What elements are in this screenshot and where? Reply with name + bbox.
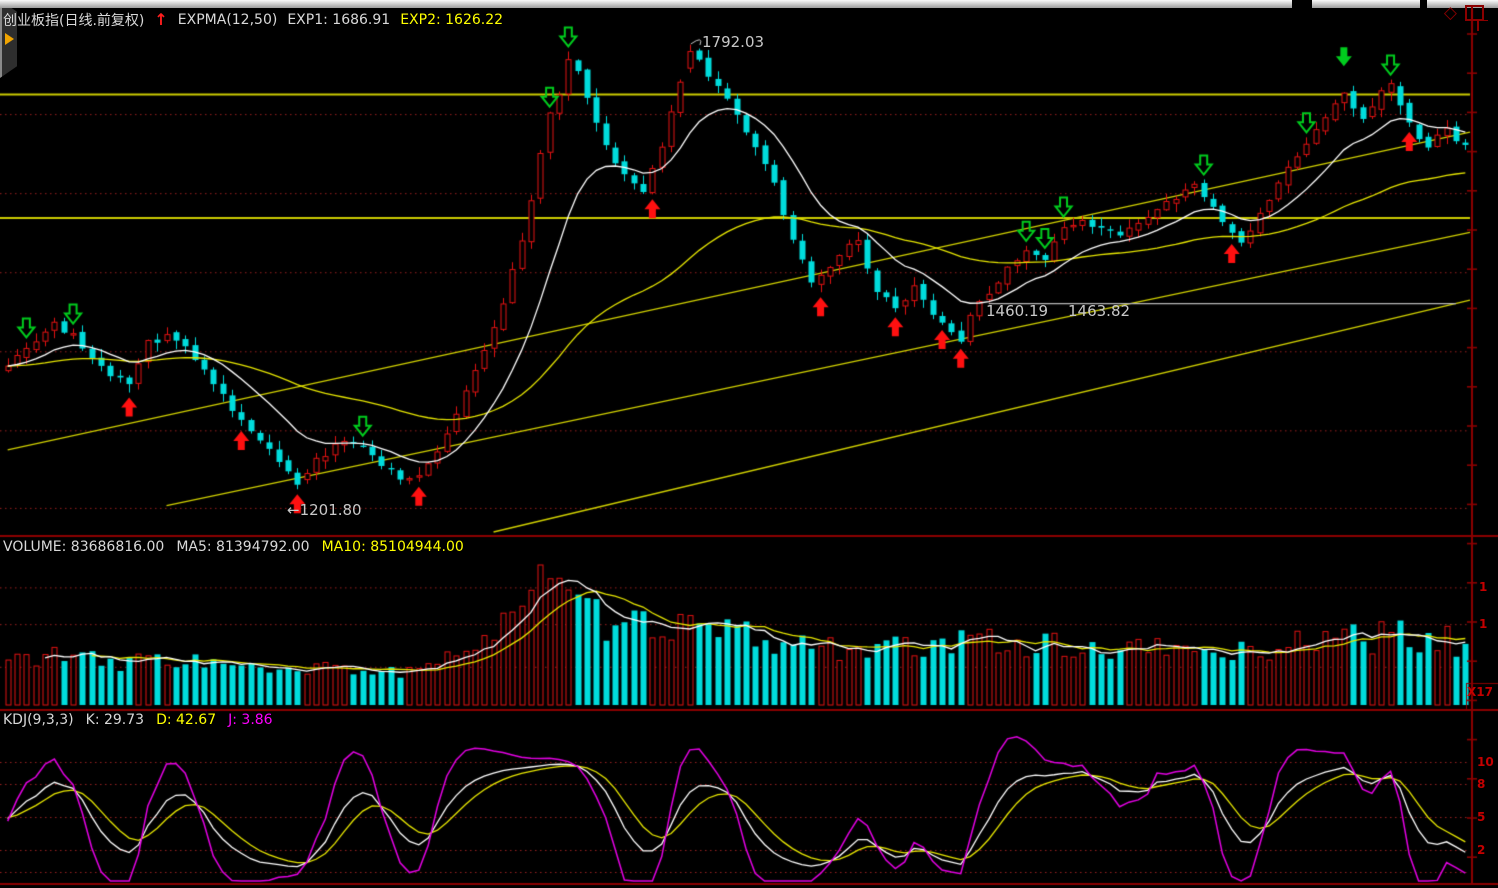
strip-notch <box>1420 0 1427 8</box>
exp2-value: EXP2: 1626.22 <box>400 12 504 28</box>
kdj-name: KDJ(9,3,3) <box>3 712 74 728</box>
pane-split-line <box>1471 7 1473 19</box>
expand-arrow-icon <box>5 33 14 45</box>
volume-ma5-value: MA5: 81394792.00 <box>176 539 310 555</box>
volume-header: VOLUME: 83686816.00 MA5: 81394792.00 MA1… <box>3 539 464 555</box>
diamond-icon[interactable]: ◇ <box>1443 3 1457 23</box>
split-panes-icon[interactable] <box>1465 5 1484 21</box>
kdj-axis-tick-80: 8 <box>1477 777 1486 791</box>
kdj-j-value: J: 3.86 <box>228 712 273 728</box>
gap-high-label: 1463.82 <box>1068 302 1131 320</box>
kdj-axis-tick-100: 10 <box>1477 755 1494 769</box>
chart-header: 创业板指(日线.前复权) ↑ EXPMA(12,50) EXP1: 1686.9… <box>3 10 503 30</box>
kdj-axis-tick-20: 2 <box>1477 843 1486 857</box>
high-price-label: 1792.03 <box>702 33 765 51</box>
volume-value: VOLUME: 83686816.00 <box>3 539 165 555</box>
panes-tail-decoration <box>1477 20 1488 31</box>
instrument-title: 创业板指(日线.前复权) <box>3 13 145 29</box>
trend-up-arrow-icon: ↑ <box>154 10 168 29</box>
window-top-border <box>0 0 1498 8</box>
kdj-header: KDJ(9,3,3) K: 29.73 D: 42.67 J: 3.86 <box>3 712 273 728</box>
gap-low-label: 1460.19 <box>986 302 1049 320</box>
indicator-label: EXPMA(12,50) <box>177 12 278 28</box>
sidebar-drawer-handle[interactable] <box>0 0 17 78</box>
low-price-label: ←1201.80 <box>287 501 362 519</box>
kdj-axis-tick-50: 5 <box>1477 810 1486 824</box>
strip-notch <box>1292 0 1312 8</box>
volume-ma10-value: MA10: 85104944.00 <box>321 539 464 555</box>
volume-axis-tick-1: 1 <box>1479 580 1488 594</box>
kdj-k-value: K: 29.73 <box>85 712 145 728</box>
volume-axis-unit: X17 <box>1467 685 1493 699</box>
volume-axis-tick-2: 1 <box>1479 617 1488 631</box>
titlebar-icons: ◇ <box>1443 3 1484 23</box>
exp1-value: EXP1: 1686.91 <box>287 12 391 28</box>
kdj-d-value: D: 42.67 <box>156 712 217 728</box>
